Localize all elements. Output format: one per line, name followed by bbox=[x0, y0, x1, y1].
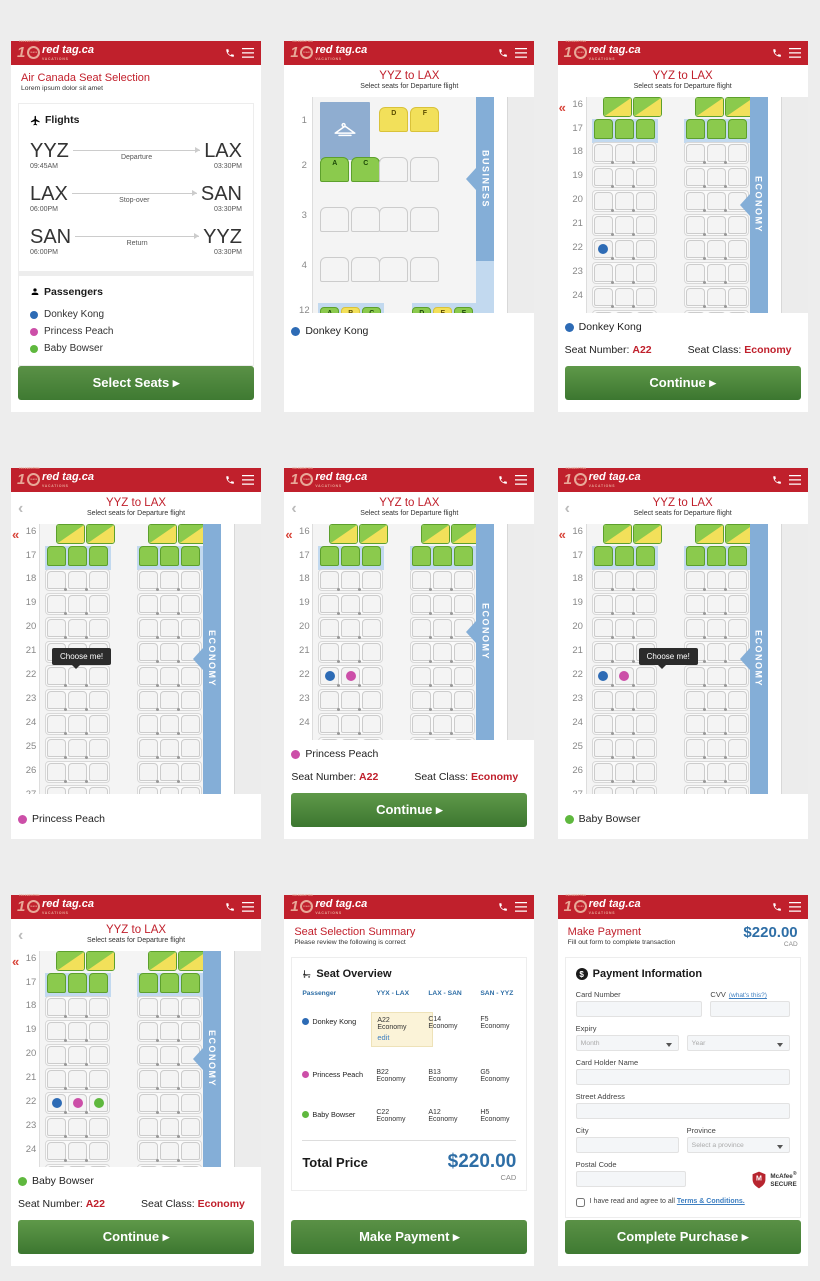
svg-text:M: M bbox=[756, 1176, 762, 1183]
